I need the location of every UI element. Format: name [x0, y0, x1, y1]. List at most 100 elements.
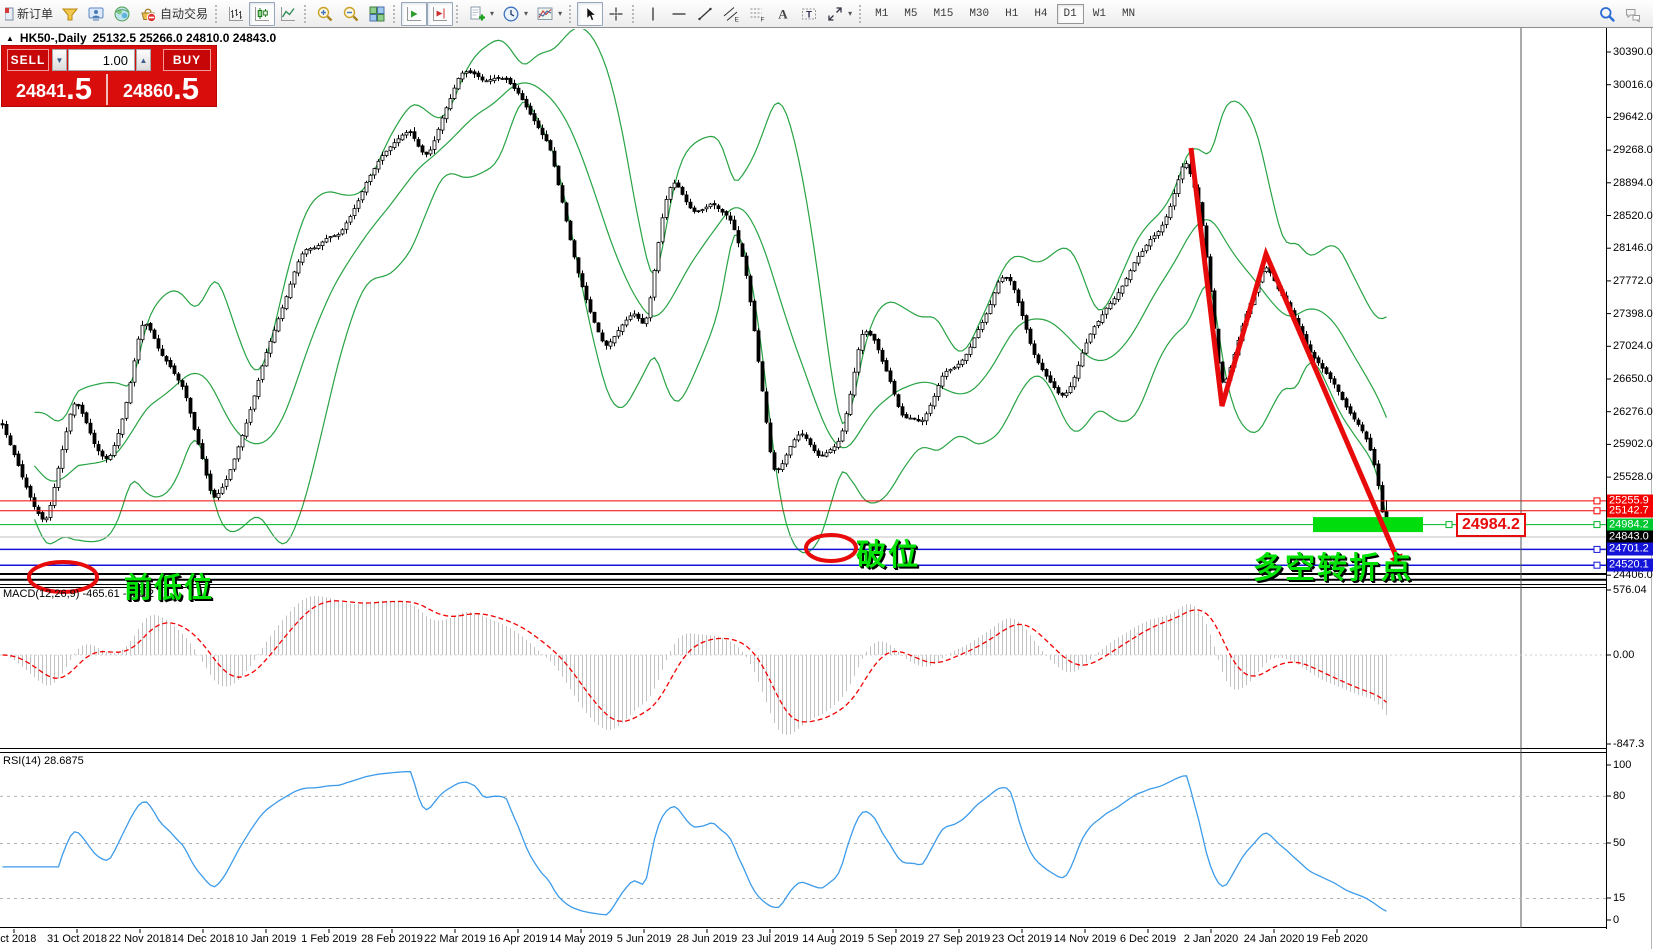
date-axis-label: 2 Jan 2020 [1183, 933, 1239, 945]
sell-button[interactable]: SELL [7, 49, 49, 71]
svg-text:E: E [735, 16, 740, 23]
dropdown-arrow-icon[interactable]: ▾ [848, 9, 853, 18]
sell-price[interactable]: 24841.5 [16, 71, 92, 106]
rsi-axis-label: 0 [1613, 914, 1620, 926]
trendline-button[interactable] [692, 2, 718, 26]
price-axis-tick-label: 30016.0 [1613, 78, 1653, 91]
timeframe-h1[interactable]: H1 [1005, 7, 1019, 20]
candles-button[interactable] [249, 1, 276, 26]
toolbar-right [1594, 2, 1646, 26]
annotation-text: 破位 [856, 539, 920, 572]
toolbar-grip [859, 4, 863, 23]
price-callout[interactable]: 24984.2 [1456, 512, 1526, 537]
dropdown-arrow-icon[interactable]: ▾ [524, 9, 529, 18]
metaeditor-button[interactable] [57, 2, 83, 26]
trendline-icon [696, 5, 714, 23]
templates-button[interactable]: ▾ [532, 2, 566, 26]
date-axis-label: 24 Jan 2020 [1243, 933, 1305, 945]
tile-windows-button[interactable] [364, 2, 390, 26]
indicators-button[interactable]: ▾ [464, 2, 498, 26]
cursor-button[interactable] [577, 1, 604, 26]
chart-shift-button[interactable] [427, 1, 454, 26]
price-axis-tick-label: 29642.0 [1613, 111, 1653, 124]
arrows-button[interactable]: ▾ [822, 2, 856, 26]
autotrading-button-label: 自动交易 [160, 7, 209, 21]
globe-icon [113, 5, 131, 23]
date-axis-label: 23 Oct 2019 [992, 933, 1052, 945]
vertical-line-button[interactable] [640, 2, 666, 26]
buy-price[interactable]: 24860.5 [123, 71, 199, 106]
periods-button[interactable]: ▾ [498, 2, 532, 26]
symbol-label: HK50-,Daily [19, 31, 87, 45]
autotrading-button[interactable]: 自动交易 [135, 2, 212, 26]
macd-axis-label: 576.04 [1613, 584, 1647, 596]
zoom-in-icon [316, 5, 334, 23]
price-axis-tick-label: 29268.0 [1613, 144, 1653, 157]
date-axis-label: 14 Dec 2018 [171, 933, 235, 945]
dropdown-arrow-icon[interactable]: ▾ [558, 9, 563, 18]
date-axis-label: 5 Jun 2019 [616, 933, 672, 945]
timeframe-h4[interactable]: H4 [1034, 7, 1048, 20]
symbol-collapse-icon[interactable]: ▲ [6, 33, 14, 43]
dropdown-arrow-icon[interactable]: ▾ [490, 9, 495, 18]
bars-button[interactable] [223, 2, 249, 26]
trade-panel-row: SELL ▼ ▲ BUY [2, 46, 216, 74]
zoom-in-button[interactable] [312, 2, 338, 26]
price-marker-label: 24701.2 [1607, 542, 1653, 556]
cursor-arrow-icon [581, 5, 599, 23]
new-order-button[interactable]: 新订单 [1, 2, 57, 26]
date-axis-label: 19 Feb 2020 [1306, 933, 1368, 945]
rsi-label: RSI(14) 28.6875 [3, 755, 84, 767]
candlestick-icon [253, 5, 271, 23]
fibonacci-icon: F [748, 5, 766, 23]
date-axis-label: 6 Dec 2019 [1119, 933, 1177, 945]
date-axis-label: 14 Nov 2019 [1053, 933, 1117, 945]
timeframe-m1[interactable]: M1 [875, 7, 889, 20]
volume-input[interactable] [68, 49, 135, 71]
horizontal-line-button[interactable] [666, 2, 692, 26]
timeframe-mn[interactable]: MN [1121, 7, 1136, 20]
macd-axis-label: -847.3 [1613, 738, 1645, 750]
navigator-button[interactable] [109, 2, 135, 26]
buy-button[interactable]: BUY [163, 49, 211, 71]
vertical-line-icon [644, 5, 662, 23]
crosshair-icon [607, 5, 625, 23]
price-marker-label: 25255.9 [1607, 494, 1653, 508]
timeframe-m15[interactable]: M15 [933, 7, 954, 20]
timeframe-d1[interactable]: D1 [1056, 3, 1084, 24]
main-chart-pane[interactable] [0, 28, 1606, 585]
text-label-button[interactable]: T [796, 2, 822, 26]
svg-text:T: T [806, 9, 812, 20]
zoom-out-button[interactable] [338, 2, 364, 26]
chat-icon [1624, 5, 1642, 23]
search-button[interactable] [1594, 2, 1620, 26]
timeframe-w1[interactable]: W1 [1092, 7, 1106, 20]
price-axis-tick-label: 26650.0 [1613, 373, 1653, 385]
market-watch-button[interactable] [83, 2, 109, 26]
price-marker-label: 24984.2 [1607, 518, 1653, 532]
price-axis-tick-label: 27398.0 [1613, 307, 1653, 320]
chart-title: ▲ HK50-,Daily 25132.5 25266.0 24810.0 24… [6, 31, 276, 45]
auto-scroll-button[interactable] [401, 1, 428, 26]
date-axis-label: 1 Feb 2019 [301, 933, 357, 945]
chat-button[interactable] [1620, 2, 1646, 26]
volume-increase-button[interactable]: ▲ [136, 49, 151, 71]
price-marker-label: 25142.7 [1607, 504, 1653, 518]
chart-shift-icon [431, 5, 449, 23]
crosshair-button[interactable] [603, 2, 629, 26]
date-axis-label: 22 Nov 2018 [108, 933, 172, 945]
rsi-axis-label: 100 [1613, 759, 1632, 771]
fibonacci-button[interactable]: F [744, 2, 770, 26]
timeframe-m30[interactable]: M30 [969, 7, 990, 20]
channel-button[interactable]: E [718, 2, 744, 26]
date-axis-label: 28 Jun 2019 [676, 933, 738, 945]
date-axis-label: 22 Mar 2019 [424, 933, 486, 945]
text-button[interactable]: A [770, 2, 796, 26]
line-button[interactable] [275, 2, 301, 26]
volume-decrease-button[interactable]: ▼ [52, 49, 67, 71]
toolbar-grip [456, 4, 460, 23]
timeframe-m5[interactable]: M5 [904, 7, 918, 20]
svg-text:A: A [778, 6, 788, 21]
price-axis-tick-label: 28894.0 [1613, 176, 1653, 189]
